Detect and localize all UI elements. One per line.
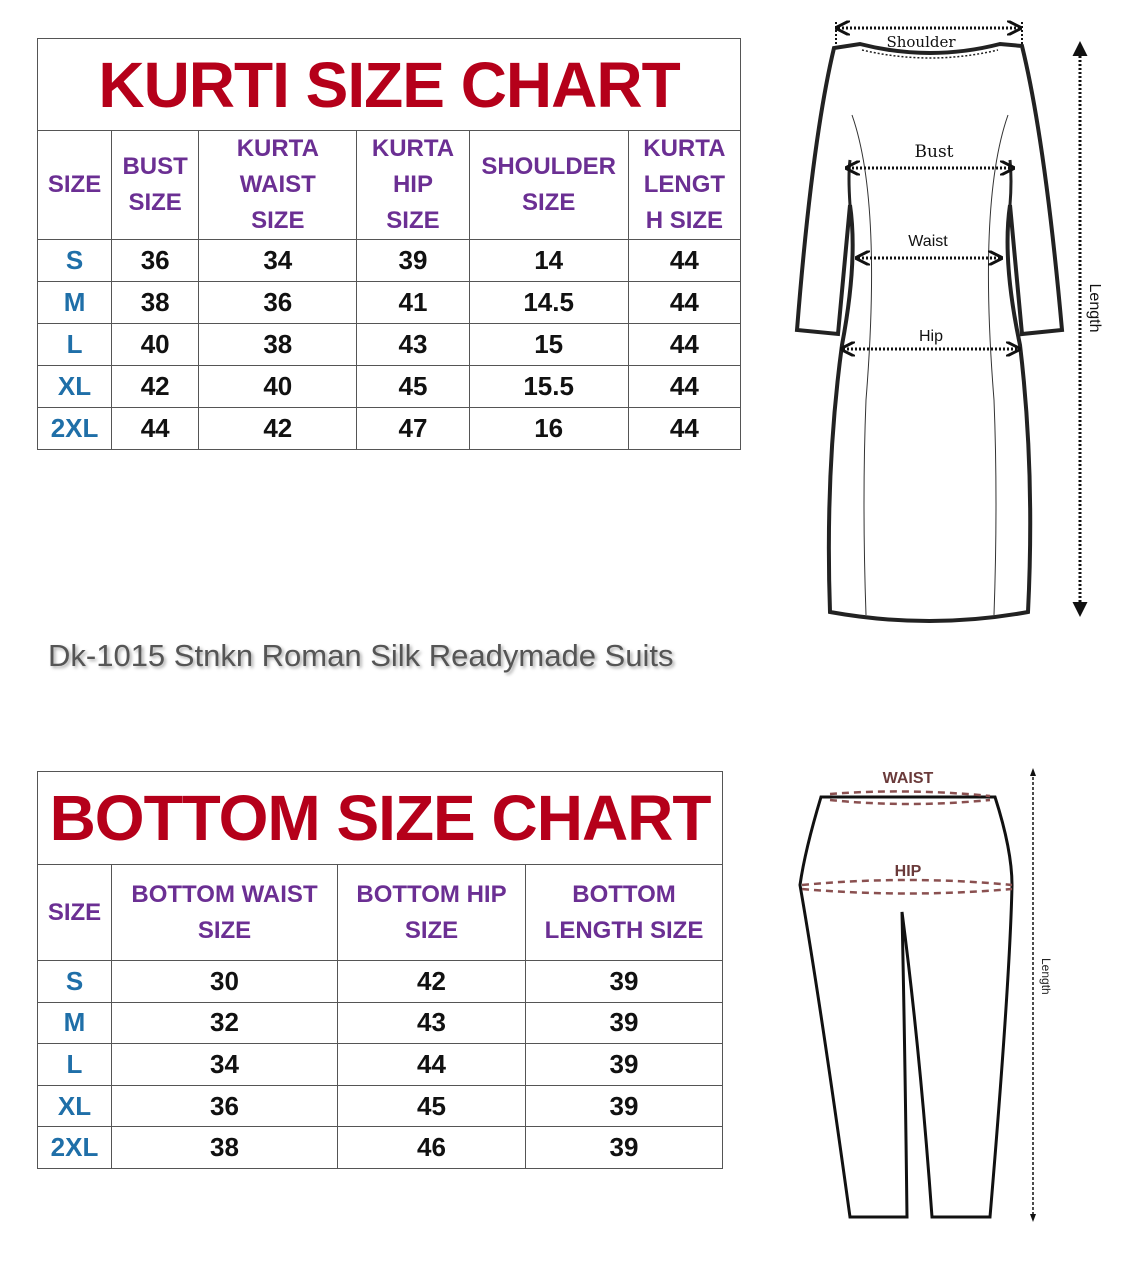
shoulder-label: Shoulder	[886, 33, 956, 51]
measurement-cell: 39	[524, 1126, 724, 1169]
pants-outline	[798, 795, 1014, 1219]
waist-measure-line	[829, 790, 991, 798]
measurement-cell: 43	[337, 1001, 526, 1045]
measurement-cell: 44	[627, 239, 742, 282]
bottom-header-row: SIZE BOTTOM WAIST SIZE BOTTOM HIP SIZE BOTT…	[37, 864, 724, 961]
kurti-size-table: KURTI SIZE CHART SIZE BUST SIZE KURTA WAIS…	[36, 38, 742, 450]
measurement-cell: 39	[524, 1001, 724, 1045]
bottom-size-table: BOTTOM SIZE CHART SIZE BOTTOM WAIST SIZE B…	[36, 771, 724, 1169]
measurement-cell: 36	[111, 1084, 338, 1128]
bottom-length-label: Length	[1039, 958, 1053, 995]
measurement-cell: 42	[198, 407, 358, 450]
column-header: SHOULDER SIZE	[468, 130, 629, 240]
measurement-cell: 46	[337, 1126, 526, 1169]
measurement-cell: 39	[524, 960, 724, 1003]
measurement-cell: 38	[198, 323, 358, 366]
length-label: Length	[1086, 284, 1103, 333]
hip-label: Hip	[919, 328, 943, 345]
measurement-cell: 44	[627, 281, 742, 324]
kurti-chart-title: KURTI SIZE CHART	[37, 38, 741, 131]
column-header: BOTTOM HIP SIZE	[337, 864, 526, 961]
measurement-cell: 43	[356, 323, 470, 366]
measurement-cell: 30	[111, 960, 338, 1003]
waist-label: Waist	[908, 233, 948, 250]
measurement-cell: 39	[356, 239, 470, 282]
size-label: 2XL	[37, 1126, 112, 1169]
table-row: 2XL 38 46 39	[37, 1126, 724, 1169]
size-label: S	[36, 239, 113, 282]
measurement-cell: 44	[627, 365, 742, 408]
measurement-cell: 44	[111, 407, 200, 450]
bottom-chart-title: BOTTOM SIZE CHART	[36, 771, 724, 865]
table-row: XL 36 45 39	[37, 1084, 724, 1128]
measurement-cell: 15.5	[468, 365, 629, 408]
measurement-cell: 44	[627, 407, 742, 450]
measurement-cell: 45	[356, 365, 470, 408]
size-label: M	[37, 1001, 112, 1045]
hip-measure-line	[801, 878, 1013, 887]
measurement-cell: 15	[468, 323, 629, 366]
measurement-cell: 47	[356, 407, 470, 450]
size-label: 2XL	[36, 407, 113, 450]
table-row: S 36 34 39 14 44	[36, 239, 742, 282]
table-row: 2XL 44 42 47 16 44	[36, 407, 742, 450]
column-header: KURTA WAIST SIZE	[198, 130, 358, 240]
size-label: XL	[36, 365, 113, 408]
bottom-hip-label: HIP	[895, 863, 922, 880]
measurement-cell: 45	[337, 1084, 526, 1128]
measurement-cell: 44	[627, 323, 742, 366]
size-label: M	[36, 281, 113, 324]
measurement-cell: 39	[524, 1084, 724, 1128]
product-name: Dk-1015 Stnkn Roman Silk Readymade Suits	[48, 638, 674, 673]
column-header: SIZE	[36, 130, 113, 240]
table-row: M 32 43 39	[37, 1001, 724, 1045]
measurement-cell: 34	[198, 239, 358, 282]
measurement-cell: 16	[468, 407, 629, 450]
table-row: L 40 38 43 15 44	[36, 323, 742, 366]
table-row: S 30 42 39	[37, 960, 724, 1003]
size-label: S	[37, 960, 112, 1003]
bust-label: Bust	[915, 142, 954, 162]
measurement-cell: 14	[468, 239, 629, 282]
kurti-header-row: SIZE BUST SIZE KURTA WAIST SIZE KURTA HIP S…	[36, 130, 742, 240]
measurement-cell: 32	[111, 1001, 338, 1045]
bottom-waist-label: WAIST	[883, 770, 934, 787]
column-header: SIZE	[37, 864, 112, 961]
column-header: BOTTOM LENGTH SIZE	[524, 864, 724, 961]
column-header: BUST SIZE	[111, 130, 200, 240]
measurement-cell: 38	[111, 281, 200, 324]
column-header: BOTTOM WAIST SIZE	[111, 864, 338, 961]
measurement-cell: 34	[111, 1043, 338, 1086]
measurement-cell: 38	[111, 1126, 338, 1169]
column-header: KURTA LENGT H SIZE	[627, 130, 742, 240]
